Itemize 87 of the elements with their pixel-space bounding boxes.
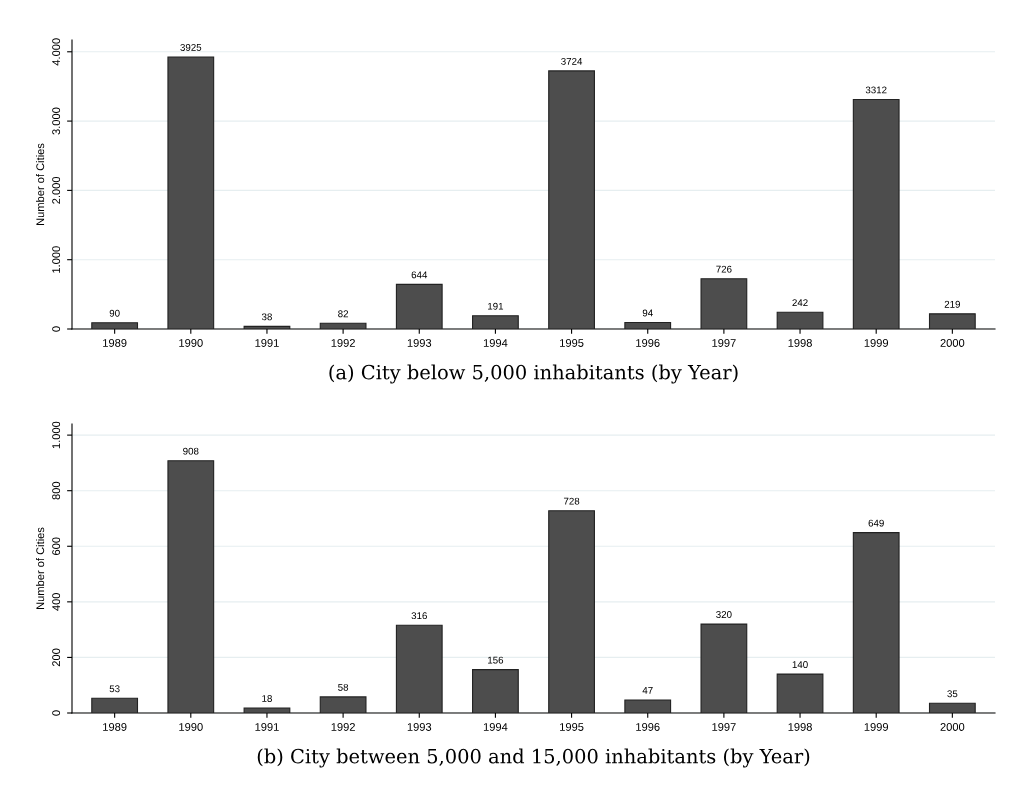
text: (a) City below 5,000 inhabitants (by Year) (329, 364, 738, 384)
data-label: 58 (338, 683, 349, 691)
y-axis-title: Number of Cities (36, 527, 45, 609)
y-tick-label: 200 (52, 648, 61, 667)
x-tick-label: 2000 (940, 339, 965, 347)
bar (472, 669, 519, 713)
bar (624, 699, 672, 713)
y-tick-label: 1.000 (52, 421, 61, 449)
bar (319, 696, 367, 713)
bar (395, 624, 443, 713)
data-label: 94 (642, 309, 653, 317)
bar (624, 321, 672, 329)
data-label: 908 (183, 447, 199, 455)
y-tick-label: 0 (52, 710, 61, 716)
y-tick-label: 400 (52, 593, 61, 611)
x-tick-label: 1993 (407, 723, 432, 731)
data-label: 191 (488, 302, 504, 310)
y-tick-label: 2.000 (52, 176, 61, 204)
data-label: 3312 (865, 86, 887, 94)
x-tick-label: 1995 (560, 723, 584, 731)
x-tick-label: 1996 (636, 339, 660, 347)
data-label: 35 (947, 690, 958, 698)
bar (167, 56, 215, 329)
bar (700, 623, 748, 713)
data-label: 156 (488, 656, 504, 664)
bar (852, 532, 900, 713)
data-label: 38 (261, 313, 272, 321)
x-tick-label: 1997 (712, 723, 736, 731)
x-tick-label: 1989 (103, 723, 127, 731)
bar (776, 311, 824, 329)
y-tick-label: 4.000 (52, 38, 61, 66)
data-label: 53 (109, 685, 120, 693)
data-label: 90 (109, 309, 120, 317)
data-label: 140 (792, 661, 808, 669)
data-label: 728 (563, 497, 580, 505)
x-tick-label: 1995 (560, 339, 584, 347)
text: (b) City between 5,000 and 15,000 inhabitants (by Year) (257, 748, 810, 768)
bar (928, 313, 976, 329)
bar (928, 702, 976, 713)
data-label: 242 (792, 299, 808, 307)
x-tick-label: 1997 (712, 339, 736, 347)
data-label: 3724 (561, 57, 583, 65)
bar (852, 98, 900, 329)
bar (319, 322, 367, 329)
x-tick-label: 1996 (636, 723, 660, 731)
x-tick-label: 1992 (331, 723, 355, 731)
data-label: 219 (944, 300, 960, 308)
x-tick-label: 1999 (864, 339, 889, 347)
bar (167, 460, 215, 713)
x-tick-label: 1998 (788, 339, 812, 347)
x-tick-label: 2000 (940, 723, 965, 731)
x-tick-label: 1991 (255, 723, 279, 731)
bar (548, 70, 595, 329)
bar (91, 322, 139, 329)
data-label: 316 (411, 612, 427, 620)
x-tick-label: 1992 (331, 339, 355, 347)
data-label: 82 (338, 310, 349, 318)
x-tick-label: 1993 (407, 339, 432, 347)
data-label: 644 (411, 271, 428, 279)
bar (548, 510, 595, 713)
y-tick-label: 0 (52, 326, 61, 332)
bar (91, 697, 139, 713)
data-label: 726 (716, 265, 732, 273)
data-label: 649 (868, 519, 884, 527)
x-tick-label: 1990 (179, 339, 203, 347)
data-label: 47 (642, 687, 653, 694)
x-tick-label: 1994 (483, 339, 508, 347)
y-tick-label: 800 (52, 481, 61, 500)
x-tick-label: 1991 (255, 339, 279, 347)
bar (243, 707, 291, 713)
data-label: 18 (262, 695, 272, 702)
data-label: 320 (716, 611, 732, 618)
y-axis-title: Number of Cities (36, 143, 45, 225)
y-tick-label: 1.000 (52, 246, 61, 273)
bar (243, 325, 291, 329)
bar (472, 315, 519, 329)
x-tick-label: 1998 (788, 723, 812, 731)
x-tick-label: 1990 (179, 723, 203, 731)
y-tick-label: 3.000 (52, 107, 61, 135)
x-tick-label: 1989 (103, 339, 127, 347)
data-label: 3925 (180, 44, 202, 51)
bar (776, 673, 824, 713)
x-tick-label: 1999 (864, 723, 889, 731)
x-tick-label: 1994 (483, 723, 508, 731)
y-tick-label: 600 (52, 537, 61, 555)
bar (395, 283, 443, 329)
bar (700, 278, 748, 329)
